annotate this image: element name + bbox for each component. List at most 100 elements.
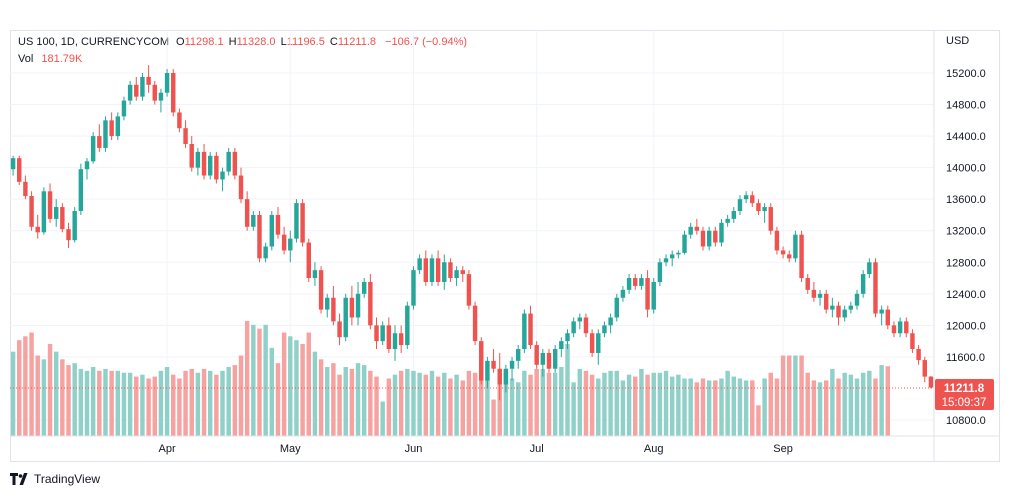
candle-body: [411, 270, 416, 306]
high-value: 11328.0: [236, 36, 276, 48]
candle-body: [238, 175, 244, 200]
candle-body: [244, 199, 250, 227]
volume-bar: [633, 376, 638, 436]
candle-body: [97, 136, 102, 148]
candle-body: [312, 270, 318, 279]
tradingview-logo-icon: [10, 473, 28, 485]
candle-body: [41, 191, 47, 233]
x-tick-label: Apr: [159, 443, 176, 455]
volume-bar: [602, 372, 607, 436]
time-axis: Apr May Jun Jul Aug Sep: [159, 443, 793, 455]
candle-body: [349, 297, 355, 318]
candle-body: [633, 278, 638, 286]
change-value: −106.7 (−0.94%): [385, 36, 468, 48]
candle-body: [454, 270, 459, 279]
y-tick-label: 13200.0: [946, 226, 986, 238]
volume-bar: [72, 363, 77, 436]
volume-bar: [780, 355, 786, 436]
volume-label[interactable]: Vol: [18, 53, 34, 65]
candle-body: [275, 214, 281, 235]
volume-bar: [109, 370, 114, 436]
volume-bar: [515, 382, 521, 436]
volume-bar: [152, 376, 157, 436]
candle-body: [836, 305, 841, 318]
volume-bar: [306, 332, 311, 436]
candle-body: [164, 73, 170, 93]
candle-body: [84, 161, 90, 170]
candle-body: [386, 325, 392, 350]
candle-body: [115, 116, 121, 137]
volume-bar: [651, 372, 656, 436]
y-tick-label: 14800.0: [946, 100, 986, 112]
volume-bar: [423, 374, 429, 436]
x-tick-label: Sep: [773, 443, 793, 455]
volume-bar: [355, 363, 361, 436]
candle-body: [331, 297, 336, 322]
candle-body: [509, 360, 515, 369]
volume-bar: [195, 372, 201, 436]
candle-body: [651, 281, 656, 310]
candle-body: [226, 151, 231, 172]
candle-body: [103, 120, 108, 148]
symbol-name[interactable]: US 100, 1D, CURRENCYCOM: [18, 36, 169, 48]
open-value: 11298.1: [184, 36, 224, 48]
volume-bar: [836, 378, 841, 436]
candle-body: [552, 349, 558, 369]
candle-body: [146, 76, 151, 85]
candles: [10, 65, 934, 401]
candle-body: [466, 274, 472, 306]
volume-bar: [312, 351, 318, 436]
volume-bar: [140, 374, 145, 436]
volume-bar: [226, 367, 231, 436]
volume-bar: [90, 367, 96, 436]
volume-bar: [374, 376, 379, 436]
volume-bar: [614, 370, 619, 436]
volume-bar: [435, 376, 441, 436]
candle-body: [639, 278, 644, 286]
volume-bar: [361, 365, 367, 436]
volume-bar: [23, 336, 28, 436]
volume-bar: [768, 372, 773, 436]
candle-body: [743, 195, 749, 200]
candle-body: [688, 226, 693, 235]
candle-body: [799, 234, 804, 279]
candle-body: [676, 252, 681, 255]
volume-bar: [281, 332, 287, 436]
candle-body: [503, 368, 509, 385]
candle-body: [897, 321, 903, 334]
candle-body: [355, 293, 361, 318]
candle-body: [571, 321, 576, 334]
candle-body: [491, 360, 496, 369]
volume-bar: [830, 368, 835, 436]
candle-body: [719, 222, 724, 243]
candle-body: [29, 196, 34, 227]
candle-body: [559, 341, 564, 350]
candle-body: [725, 218, 730, 223]
candle-body: [380, 325, 385, 342]
candle-body: [713, 230, 718, 243]
candle-body: [534, 345, 539, 365]
price-axis: 15200.0 14800.0 14400.0 14000.0 13600.0 13200…: [10, 30, 1000, 462]
volume-bar: [552, 372, 558, 436]
candle-body: [922, 360, 927, 377]
volume-bar: [127, 372, 133, 436]
candle-body: [10, 158, 16, 170]
volume-bar: [244, 321, 250, 436]
candle-body: [472, 305, 478, 342]
candle-body: [288, 238, 293, 251]
close-value: 11211.8: [337, 36, 377, 48]
volume-bar: [706, 380, 712, 436]
volume-bar: [867, 370, 872, 436]
candle-body: [127, 84, 133, 101]
candle-body: [528, 313, 533, 346]
volume-bar: [725, 370, 730, 436]
footer-brand[interactable]: TradingView: [10, 472, 100, 486]
candle-body: [546, 352, 552, 369]
volume-bars: [10, 321, 891, 436]
volume-bar: [53, 351, 59, 436]
candle-body: [177, 112, 182, 129]
candle-body: [53, 207, 59, 219]
candle-body: [669, 254, 675, 259]
candle-body: [737, 199, 743, 212]
